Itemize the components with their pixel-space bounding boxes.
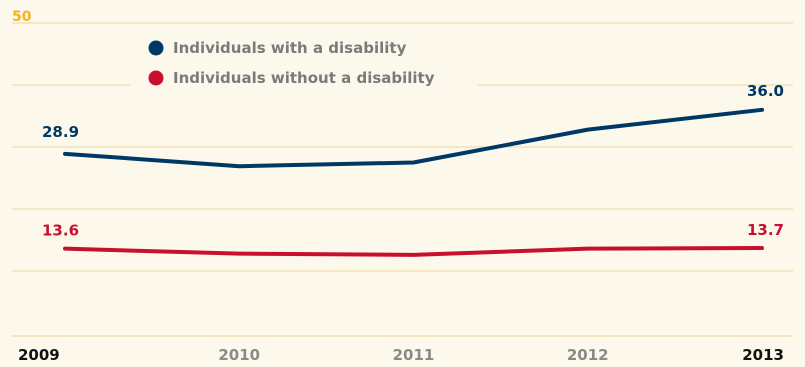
x-tick-label-2013: 2013 [742, 346, 784, 364]
x-tick-label-2012: 2012 [567, 346, 609, 364]
legend-marker-1 [148, 40, 164, 56]
series-line-1 [63, 107, 764, 169]
x-tick-label-2011: 2011 [393, 346, 435, 364]
data-label-2-2013: 13.7 [747, 221, 784, 239]
legend-label-2: Individuals without a disability [173, 69, 435, 87]
data-label-1-2013: 36.0 [747, 82, 784, 100]
x-tick-label-2009: 2009 [18, 346, 60, 364]
legend-background [130, 62, 478, 92]
y-axis-tick-labels: 50 [12, 9, 32, 25]
data-label-1-2009: 28.9 [42, 123, 79, 141]
y-tick-label-50: 50 [12, 9, 32, 25]
data-labels: 28.9 36.0 13.6 13.7 [42, 82, 784, 240]
legend-marker-2 [148, 70, 164, 86]
series-line-2 [63, 246, 764, 257]
grid-lines [12, 22, 793, 272]
legend: Individuals with a disability Individuals… [130, 39, 478, 92]
data-label-2-2009: 13.6 [42, 222, 79, 240]
x-axis-tick-labels: 2009 2010 2011 2012 2013 [18, 346, 784, 364]
legend-label-1: Individuals with a disability [173, 39, 407, 57]
series-lines [63, 107, 764, 257]
x-tick-label-2010: 2010 [218, 346, 260, 364]
